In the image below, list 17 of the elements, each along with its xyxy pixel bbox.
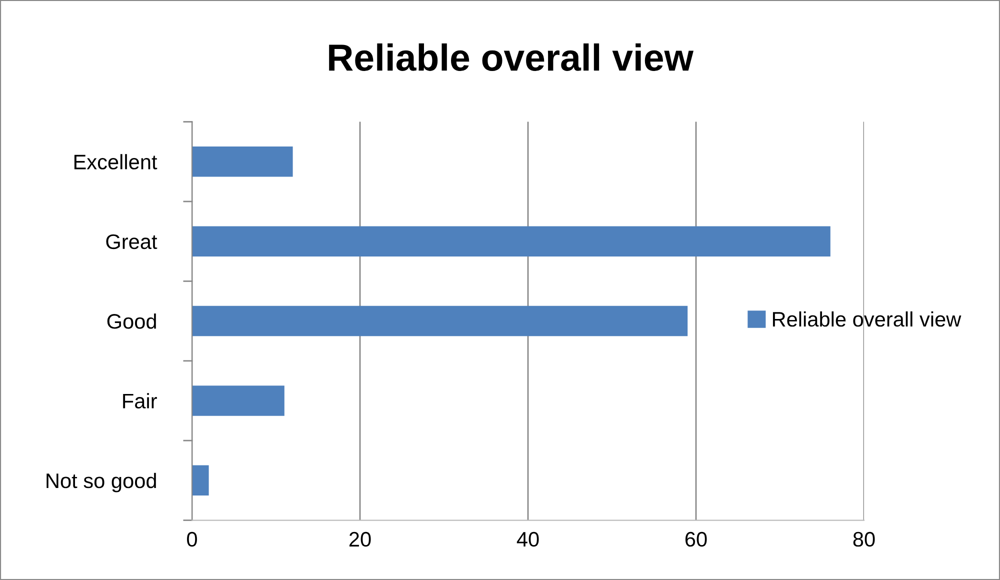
x-tick-label: 80 [853,532,875,547]
y-tick-label: Good [107,313,156,329]
bar [192,306,688,336]
bar [192,146,293,177]
y-tick-label: Not so good [46,472,156,492]
x-tick-label: 60 [685,532,707,547]
legend-label: Reliable overall view [772,311,962,327]
x-tick-label: 40 [516,532,539,547]
y-tick-label: Great [106,234,158,250]
bar [192,386,284,416]
chart-title: Reliable overall view [329,43,694,71]
x-tick-label: 0 [187,532,197,547]
y-tick-label: Excellent [74,154,158,170]
x-tick-label: 20 [349,532,371,547]
bar [192,226,830,256]
bar [192,465,209,496]
y-tick-label: Fair [123,393,157,408]
